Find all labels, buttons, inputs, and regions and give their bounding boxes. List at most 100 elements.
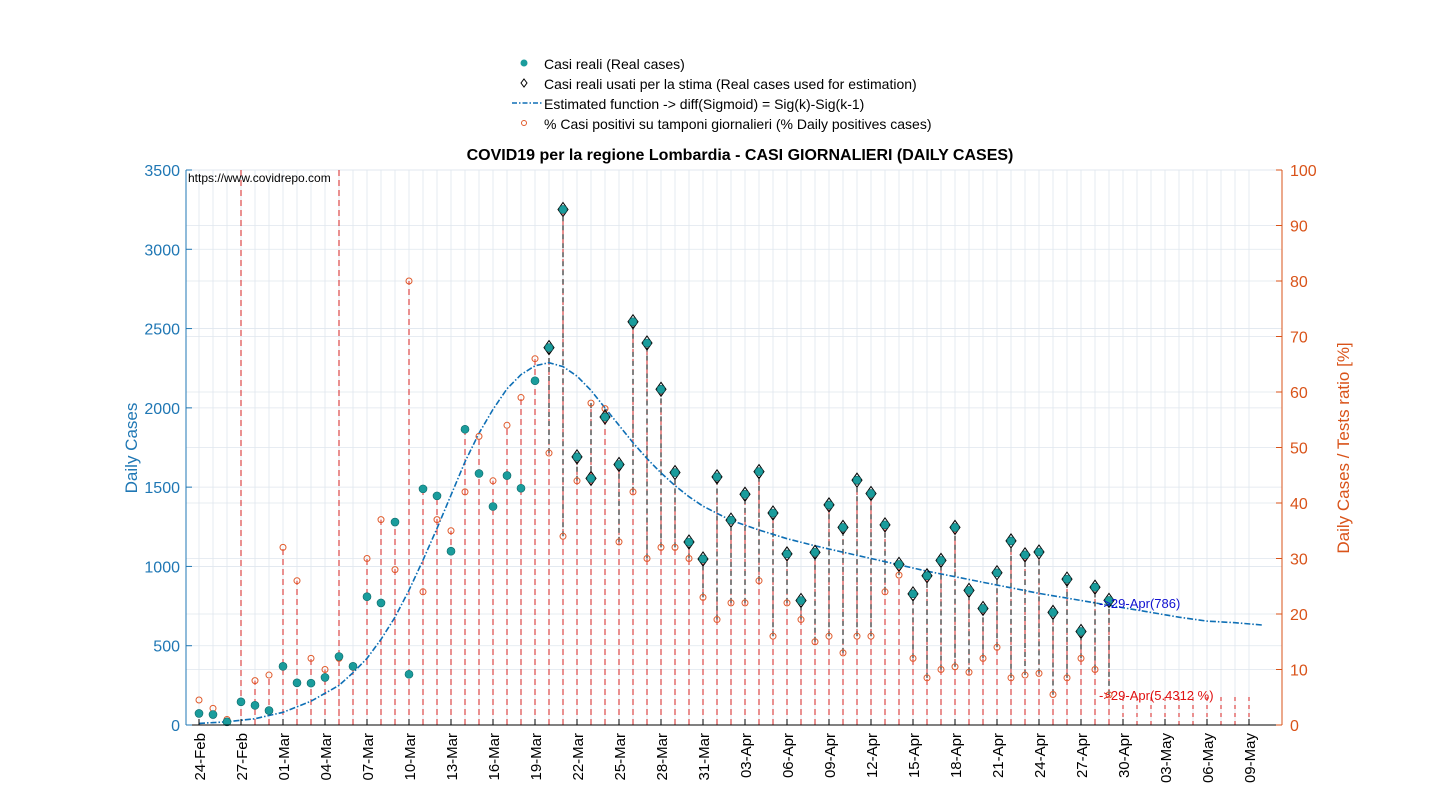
x-tick-label: 21-Apr <box>990 733 1007 778</box>
x-tick-label: 24-Apr <box>1032 733 1049 778</box>
annotation-cases: ->29-Apr(786) <box>1099 596 1180 611</box>
percent-point <box>755 577 763 585</box>
case-point <box>992 568 1002 578</box>
case-point <box>460 424 470 434</box>
x-tick-label: 27-Feb <box>234 733 251 781</box>
percent-point <box>993 643 1001 651</box>
x-tick-label: 06-Apr <box>780 733 797 778</box>
case-point <box>642 338 652 348</box>
percent-point <box>811 638 819 646</box>
case-point <box>922 571 932 581</box>
case-point <box>194 709 204 718</box>
percent-point <box>937 666 945 673</box>
left-tick-label: 1000 <box>144 559 180 576</box>
percent-point <box>293 577 301 585</box>
percent-point <box>1077 654 1085 662</box>
case-point <box>488 502 498 511</box>
percent-point <box>279 543 287 551</box>
x-tick-label: 12-Apr <box>864 733 881 778</box>
case-point <box>320 673 330 682</box>
percent-point <box>881 588 889 596</box>
case-point <box>964 586 974 595</box>
x-tick-label: 06-May <box>1200 733 1217 784</box>
left-tick-label: 2500 <box>144 322 180 339</box>
case-point <box>278 662 288 671</box>
case-point <box>726 515 736 525</box>
percent-point <box>573 477 581 485</box>
case-point <box>1076 627 1086 636</box>
percent-point <box>321 666 329 673</box>
case-point <box>810 548 820 557</box>
percent-point <box>629 488 637 496</box>
percent-point <box>1063 674 1071 682</box>
legend-label-percent: % Casi positivi su tamponi giornalieri (… <box>544 116 932 132</box>
case-point <box>544 343 554 352</box>
x-tick-label: 09-Apr <box>822 733 839 778</box>
case-point <box>1006 536 1016 546</box>
case-point <box>390 517 400 527</box>
case-point <box>558 205 568 214</box>
percent-point <box>195 696 203 704</box>
case-point <box>572 452 582 462</box>
left-tick-label: 3000 <box>144 242 180 259</box>
percent-point <box>909 654 917 662</box>
case-point <box>866 489 876 498</box>
case-point <box>950 523 960 532</box>
case-point <box>586 474 596 483</box>
case-point <box>894 560 904 569</box>
percent-point <box>391 566 399 574</box>
percent-point <box>951 663 959 671</box>
x-tick-label: 28-Mar <box>654 733 671 781</box>
x-tick-label: 31-Mar <box>696 733 713 781</box>
percent-point <box>559 532 567 540</box>
case-point <box>530 376 540 386</box>
percent-point <box>433 516 441 524</box>
case-point <box>376 598 386 608</box>
x-tick-label: 09-May <box>1242 733 1259 784</box>
fit-curve-layer <box>198 361 1264 725</box>
percent-point <box>1007 674 1015 682</box>
case-point <box>936 556 946 565</box>
percent-point <box>377 516 385 524</box>
legend-label-real-cases: Casi reali (Real cases) <box>544 56 685 72</box>
percent-point <box>923 674 931 682</box>
legend-item-used-cases: Casi reali usati per la stima (Real case… <box>512 74 917 94</box>
percent-point <box>643 555 651 562</box>
x-tick-label: 18-Apr <box>948 733 965 778</box>
percent-point <box>699 593 707 601</box>
case-point <box>418 484 428 494</box>
percent-point <box>853 632 861 640</box>
grid <box>186 169 1282 726</box>
case-point <box>768 508 778 518</box>
case-point <box>432 491 442 501</box>
case-point <box>250 701 260 710</box>
chart-title: COVID19 per la regione Lombardia - CASI … <box>467 147 1014 164</box>
x-tick-label: 01-Mar <box>276 733 293 781</box>
right-tick-label: 50 <box>1290 441 1308 458</box>
case-point <box>348 662 358 671</box>
axes: 0 500 1000 1500 2000 2500 3000 3500 0 10 20 30 40 50 6… <box>144 163 1316 783</box>
diamond-marker-icon <box>512 74 542 94</box>
percent-point <box>713 616 721 624</box>
case-point <box>334 652 344 661</box>
right-tick-label: 90 <box>1290 219 1308 236</box>
x-tick-label: 15-Apr <box>906 733 923 778</box>
right-tick-label: 100 <box>1290 163 1317 180</box>
percent-point <box>531 355 539 363</box>
percent-point <box>979 654 987 662</box>
percent-point <box>363 555 371 562</box>
percent-point <box>587 399 595 407</box>
y-axis-label-right: Daily Cases / Tests ratio [%] <box>1334 342 1353 553</box>
percent-point <box>1021 671 1029 679</box>
percent-point <box>839 649 847 657</box>
percent-point <box>475 432 483 440</box>
case-point <box>306 678 316 688</box>
x-tick-label: 22-Mar <box>570 733 587 781</box>
case-point <box>362 592 372 602</box>
case-point <box>1104 596 1114 605</box>
case-point <box>978 604 988 613</box>
percent-point <box>307 654 315 662</box>
case-point <box>600 412 610 422</box>
percent-point <box>1091 666 1099 673</box>
